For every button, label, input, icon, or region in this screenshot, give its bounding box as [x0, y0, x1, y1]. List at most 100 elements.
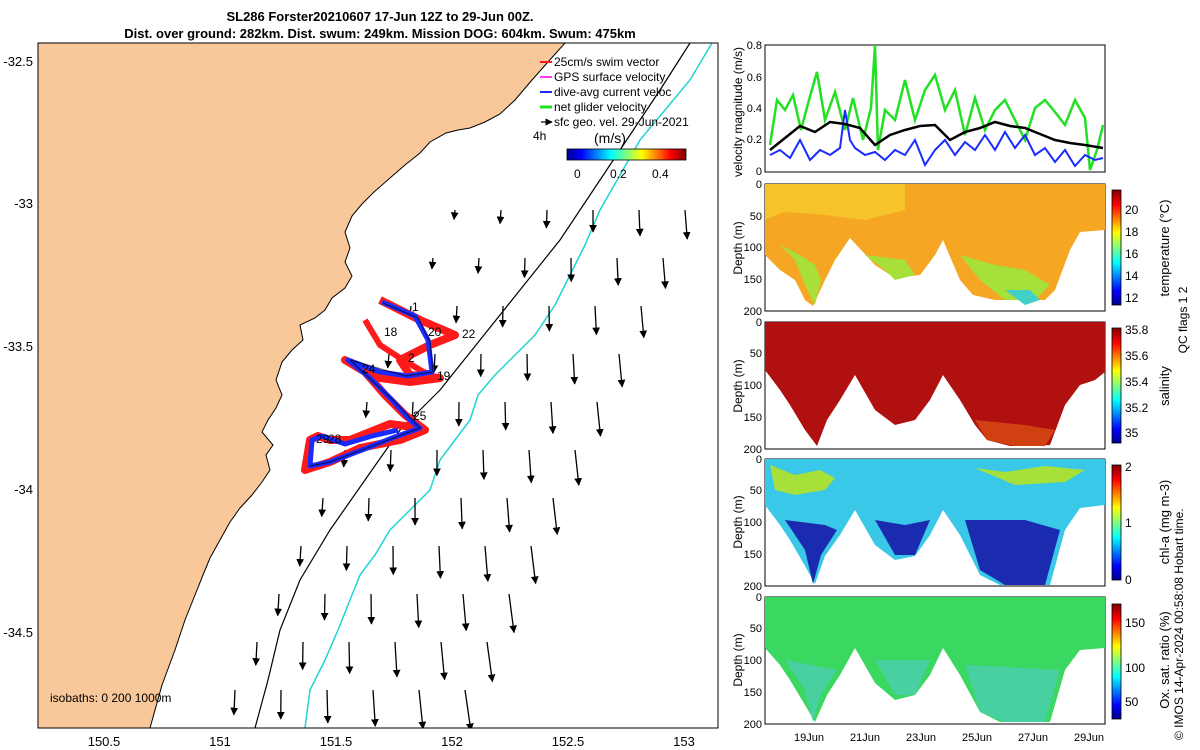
svg-text:Depth (m): Depth (m) — [731, 633, 745, 686]
velocity-vector — [483, 545, 492, 582]
chla-colorbar — [1111, 464, 1122, 581]
velocity-vector — [496, 209, 505, 225]
velocity-vector — [428, 257, 437, 270]
title-line-2: Dist. over ground: 282km. Dist. swum: 24… — [124, 26, 636, 41]
svg-text:-32.5: -32.5 — [3, 54, 33, 69]
map-frame — [37, 42, 719, 729]
svg-text:0: 0 — [756, 592, 762, 604]
colorbar-tick-1: 0.2 — [610, 167, 627, 181]
velocity-vector — [362, 401, 371, 419]
svg-text:23Jun: 23Jun — [906, 732, 936, 744]
svg-text:100: 100 — [1125, 661, 1145, 675]
svg-text:35.8: 35.8 — [1125, 323, 1149, 337]
svg-text:temperature (°C): temperature (°C) — [1157, 200, 1172, 297]
map-y-ticks: -32.5 -33 -33.5 -34 -34.5 — [3, 54, 33, 640]
svg-text:150: 150 — [744, 687, 762, 699]
legend-sfc-geo: sfc geo. vel. 29-Jun-2021 — [554, 115, 689, 129]
map-figure: 1 18 20 22 2 24 19 25 29 28 25cm/s swim … — [3, 42, 719, 749]
velocity-vector — [370, 689, 379, 727]
svg-text:0: 0 — [1125, 573, 1132, 587]
salinity-colorbar — [1111, 327, 1122, 444]
svg-text:Depth (m): Depth (m) — [731, 359, 745, 412]
svg-text:25Jun: 25Jun — [962, 732, 992, 744]
velocity-vector — [230, 689, 239, 716]
svg-text:12: 12 — [1125, 291, 1139, 305]
velocity-vector — [614, 257, 622, 286]
chlorophyll-section: Depth (m) 0 1 2 chl-a (mg m-3) — [731, 458, 1172, 587]
velocity-vector — [682, 209, 691, 240]
salinity-section: Depth (m) 35 35.2 35.4 35.6 35.8 salinit… — [731, 321, 1172, 450]
svg-text:50: 50 — [750, 211, 762, 223]
velocity-vector — [345, 641, 354, 675]
velocity-vector — [595, 401, 604, 437]
svg-text:200: 200 — [744, 306, 762, 318]
depth-ticks: 0 50 100 150 200 0 50 100 150 200 0 50 1… — [744, 179, 762, 731]
velocity-vector — [592, 305, 601, 336]
svg-text:150: 150 — [1125, 616, 1145, 630]
svg-text:18: 18 — [1125, 225, 1139, 239]
time-series-panels: velocity magnitude (m/s) 0 0.2 0.4 0.6 0… — [731, 40, 1190, 744]
svg-text:50: 50 — [750, 348, 762, 360]
svg-text:200: 200 — [744, 581, 762, 593]
velocity-vector — [436, 545, 445, 579]
colorbar-units: (m/s) — [594, 130, 626, 146]
svg-text:35.4: 35.4 — [1125, 375, 1149, 389]
svg-text:-33.5: -33.5 — [3, 339, 33, 354]
velocity-vector — [570, 353, 579, 385]
svg-text:27Jun: 27Jun — [1018, 732, 1048, 744]
svg-text:150: 150 — [744, 412, 762, 424]
svg-text:35.6: 35.6 — [1125, 349, 1149, 363]
svg-text:-33: -33 — [14, 196, 33, 211]
velocity-vector — [501, 401, 510, 431]
velocity-vector — [508, 593, 517, 634]
velocity-vector — [342, 545, 351, 572]
svg-text:50: 50 — [750, 623, 762, 635]
legend-swim-vector: 25cm/s swim vector — [554, 55, 659, 69]
velocity-vector — [479, 449, 488, 481]
velocity-vector — [548, 401, 557, 435]
velocity-ylabel: velocity magnitude (m/s) — [731, 47, 745, 177]
svg-text:1: 1 — [1125, 516, 1132, 530]
velocity-vector — [523, 353, 532, 382]
isobath-200m — [254, 43, 691, 728]
legend-interval: 4h — [533, 129, 546, 143]
svg-text:50: 50 — [750, 485, 762, 497]
svg-text:151: 151 — [209, 734, 231, 749]
isobaths-label: isobaths: 0 200 1000m — [50, 691, 171, 705]
svg-text:200: 200 — [744, 444, 762, 456]
svg-text:chl-a (mg m-3): chl-a (mg m-3) — [1157, 480, 1172, 565]
svg-text:16: 16 — [1125, 247, 1139, 261]
svg-text:0.4: 0.4 — [747, 103, 762, 115]
svg-text:152: 152 — [441, 734, 463, 749]
svg-text:1: 1 — [412, 300, 419, 314]
velocity-vector — [520, 257, 529, 279]
velocity-vector — [318, 497, 327, 518]
velocity-vector — [364, 497, 373, 522]
svg-text:35.2: 35.2 — [1125, 401, 1149, 415]
velocity-vector — [440, 641, 448, 681]
svg-text:0.8: 0.8 — [747, 40, 762, 52]
figure-title: SL286 Forster20210607 17-Jun 12Z to 29-J… — [0, 8, 760, 42]
svg-text:salinity: salinity — [1157, 366, 1172, 406]
map-legend: 25cm/s swim vector GPS surface velocity … — [533, 55, 689, 181]
velocity-vector — [430, 353, 439, 374]
velocity-vector — [452, 305, 461, 324]
svg-text:151.5: 151.5 — [320, 734, 353, 749]
velocity-vector — [323, 689, 332, 724]
title-line-1: SL286 Forster20210607 17-Jun 12Z to 29-J… — [226, 9, 534, 24]
svg-text:19Jun: 19Jun — [794, 732, 824, 744]
svg-text:100: 100 — [744, 517, 762, 529]
temperature-colorbar — [1111, 189, 1122, 306]
svg-text:153: 153 — [673, 734, 695, 749]
velocity-vector — [384, 353, 393, 369]
svg-text:19: 19 — [437, 369, 451, 383]
svg-text:100: 100 — [744, 242, 762, 254]
date-ticks: 19Jun 21Jun 23Jun 25Jun 27Jun 29Jun — [794, 732, 1104, 744]
svg-text:0: 0 — [756, 454, 762, 466]
svg-text:20: 20 — [428, 325, 442, 339]
velocity-vector — [464, 689, 474, 728]
svg-text:35: 35 — [1125, 426, 1139, 440]
svg-text:0: 0 — [756, 166, 762, 178]
velocity-vector — [461, 593, 470, 632]
svg-text:152.5: 152.5 — [552, 734, 585, 749]
